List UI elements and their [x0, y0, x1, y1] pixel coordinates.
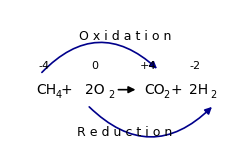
Text: O x i d a t i o n: O x i d a t i o n	[79, 30, 171, 43]
Text: 2H: 2H	[189, 83, 208, 97]
Text: 0: 0	[91, 61, 98, 71]
Text: 2O: 2O	[85, 83, 105, 97]
Text: 2: 2	[108, 90, 114, 100]
Text: R e d u c t i o n: R e d u c t i o n	[77, 126, 173, 139]
Text: 4: 4	[55, 90, 61, 100]
Text: -4: -4	[38, 61, 49, 71]
Text: +: +	[61, 83, 72, 97]
Text: 2: 2	[163, 90, 169, 100]
FancyArrowPatch shape	[42, 42, 156, 72]
Text: CH: CH	[36, 83, 56, 97]
Text: CO: CO	[144, 83, 165, 97]
Text: 2: 2	[210, 90, 216, 100]
Text: +4: +4	[140, 61, 156, 71]
Text: +: +	[170, 83, 182, 97]
Text: -2: -2	[189, 61, 201, 71]
FancyArrowPatch shape	[89, 107, 211, 137]
